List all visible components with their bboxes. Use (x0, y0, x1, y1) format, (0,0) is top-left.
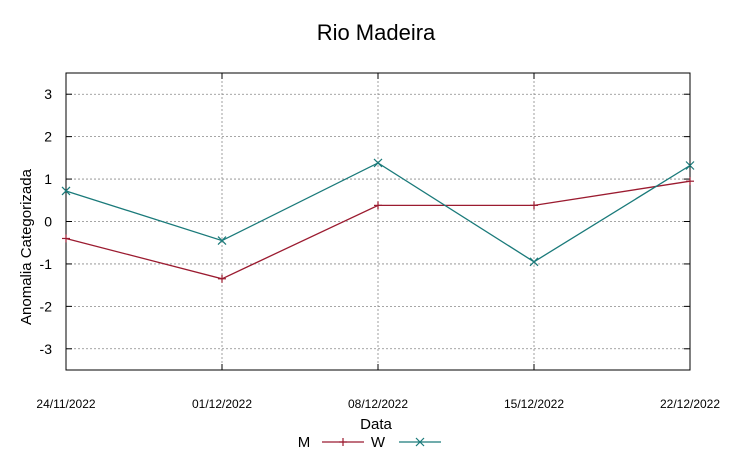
x-tick-label: 24/11/2022 (36, 397, 95, 411)
y-axis-ticks: 3 2 1 0 -1 -2 -3 (40, 86, 690, 357)
y-tick-label: -3 (40, 341, 53, 357)
data-point-W (529, 257, 539, 267)
data-point-M (62, 234, 70, 243)
x-axis-ticks: 24/11/2022 01/12/2022 08/12/2022 15/12/2022… (36, 73, 720, 411)
legend-marker (339, 438, 347, 446)
data-point-M (374, 201, 382, 210)
x-tick-label: 08/12/2022 (348, 397, 408, 411)
y-tick-label: -2 (40, 298, 53, 314)
y-tick-label: 2 (44, 129, 52, 145)
data-point-W (61, 186, 71, 196)
y-tick-label: 3 (44, 86, 52, 102)
legend-marker (415, 437, 425, 447)
chart-title: Rio Madeira (317, 20, 436, 45)
legend-label: W (371, 434, 386, 451)
legend-item-M: M (298, 434, 364, 451)
series-W (61, 158, 695, 267)
data-point-W (217, 236, 227, 246)
y-axis-label: Anomalia Categorizada (18, 168, 35, 325)
y-tick-label: 0 (44, 214, 52, 230)
series-M (62, 177, 694, 283)
y-tick-label: -1 (40, 256, 53, 272)
data-point-W (373, 158, 383, 168)
data-point-M (530, 201, 538, 210)
x-tick-label: 22/12/2022 (660, 397, 720, 411)
x-tick-label: 15/12/2022 (504, 397, 564, 411)
y-tick-label: 1 (44, 171, 52, 187)
series-layer (61, 158, 695, 283)
legend-label: M (298, 434, 311, 451)
legend-item-W: W (371, 434, 441, 451)
data-point-W (685, 161, 695, 170)
x-tick-label: 01/12/2022 (192, 397, 252, 411)
grid-lines (66, 73, 690, 370)
data-point-M (218, 274, 226, 283)
data-point-M (686, 177, 694, 186)
x-axis-label: Data (360, 416, 392, 433)
